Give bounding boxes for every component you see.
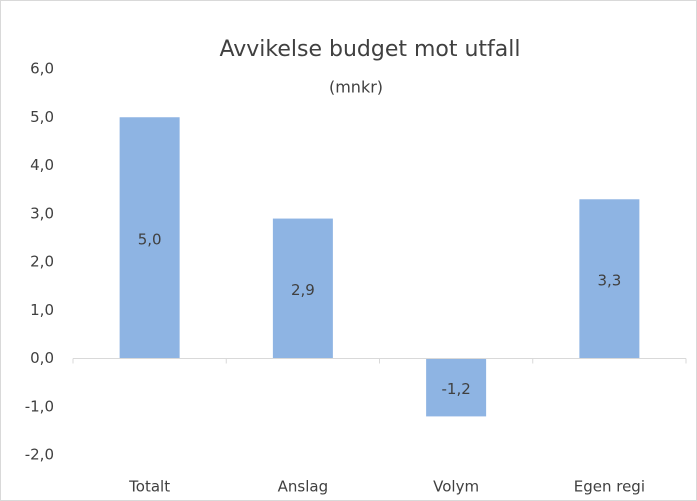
y-tick-label: 5,0 [30, 108, 54, 126]
value-label: 5,0 [138, 230, 162, 248]
chart-title: Avvikelse budget mot utfall [219, 37, 520, 62]
value-label: -1,2 [441, 380, 470, 398]
x-tick-label: Volym [433, 478, 479, 496]
x-tick-label: Anslag [278, 478, 328, 496]
value-label: 3,3 [597, 271, 621, 289]
y-tick-label: 1,0 [30, 301, 54, 319]
x-tick-label: Egen regi [574, 478, 645, 496]
bar [119, 117, 180, 359]
bar [426, 358, 487, 417]
y-tick-label: 4,0 [30, 156, 54, 174]
x-tick-label: Totalt [128, 478, 170, 496]
y-tick-label: 2,0 [30, 253, 54, 271]
y-tick-label: -2,0 [25, 446, 54, 464]
y-tick-label: 6,0 [30, 60, 54, 78]
y-tick-label: -1,0 [25, 397, 54, 415]
bar [579, 199, 640, 359]
value-label: 2,9 [291, 281, 315, 299]
y-tick-label: 3,0 [30, 204, 54, 222]
chart-subtitle: (mnkr) [329, 78, 383, 97]
y-tick-label: 0,0 [30, 349, 54, 367]
bar [272, 218, 333, 359]
